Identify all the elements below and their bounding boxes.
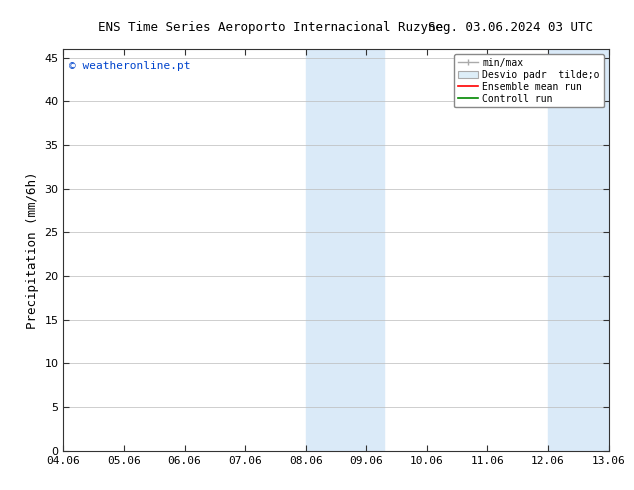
Legend: min/max, Desvio padr  tilde;o, Ensemble mean run, Controll run: min/max, Desvio padr tilde;o, Ensemble m…: [454, 54, 604, 107]
Bar: [306, 49, 384, 451]
Bar: [548, 49, 609, 451]
Y-axis label: Precipitation (mm/6h): Precipitation (mm/6h): [26, 171, 39, 329]
Text: Seg. 03.06.2024 03 UTC: Seg. 03.06.2024 03 UTC: [428, 21, 593, 34]
Text: ENS Time Series Aeroporto Internacional Ruzyne: ENS Time Series Aeroporto Internacional …: [98, 21, 443, 34]
Text: © weatheronline.pt: © weatheronline.pt: [69, 61, 190, 71]
